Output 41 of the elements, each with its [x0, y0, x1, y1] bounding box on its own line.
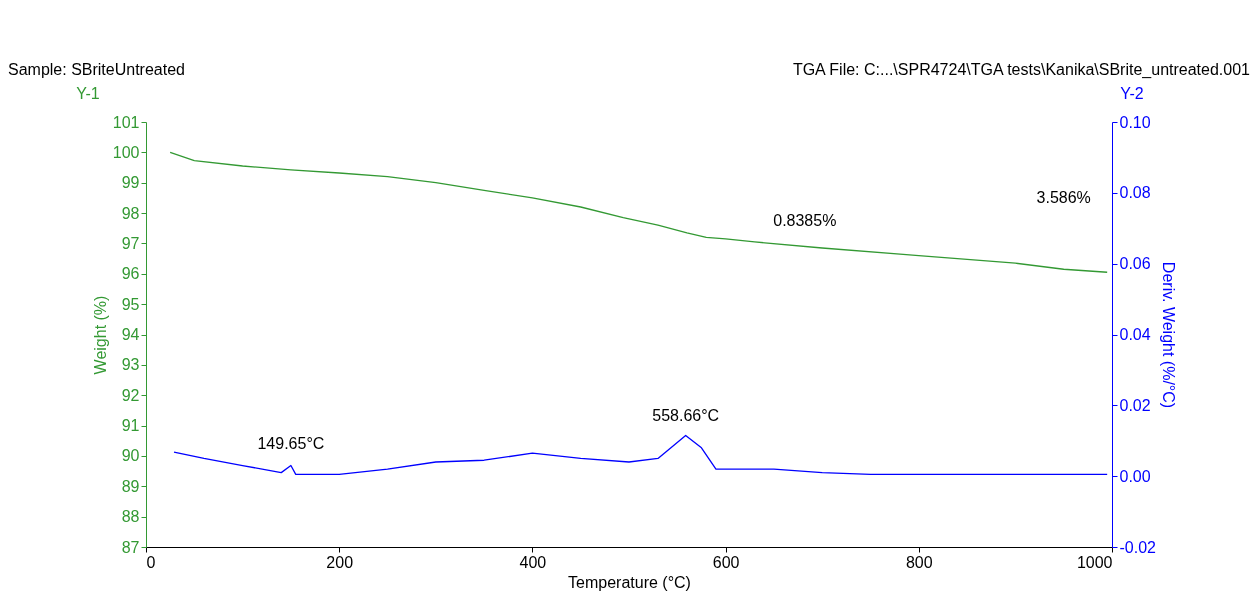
x-tick-label: 600: [712, 553, 740, 571]
y2-tick-label: 0.04: [1119, 326, 1151, 343]
x-tick-label: 800: [905, 553, 933, 571]
annotation: 558.66°C: [652, 406, 720, 424]
y-tick-label: 95: [121, 295, 140, 313]
y-tick-label: 98: [121, 204, 140, 222]
y-tick-label: 91: [121, 417, 140, 435]
x-tick-label: 200: [326, 553, 354, 571]
y2-tick-label: 0.02: [1119, 396, 1151, 414]
y-tick-label: 99: [121, 174, 140, 192]
x-tick-label: 0: [146, 553, 156, 571]
y2-tick-label: 0.00: [1119, 467, 1151, 485]
y-axis-title: Weight (%): [91, 295, 109, 375]
y-tick-label: 87: [121, 538, 140, 556]
text: TGA File: C:...\SPR4724\TGA tests\Kanika\SBrite_untreated.001: [792, 61, 1251, 79]
y2-tick-label: -0.02: [1119, 538, 1157, 556]
annotation: 3.586%: [1036, 189, 1091, 207]
annotation: 0.8385%: [773, 212, 837, 230]
y2-tick-label: 0.10: [1119, 113, 1151, 131]
y-tick-label: 88: [121, 508, 140, 526]
y-tick-label: 93: [121, 356, 140, 374]
line-series: [173, 434, 1108, 476]
y-tick-label: 97: [121, 234, 140, 252]
x-tick-label: 1000: [1076, 553, 1113, 571]
text: Y-1: [76, 85, 100, 102]
y2-axis-title: Deriv. Weight (%/°C): [1159, 261, 1177, 409]
y-tick-label: 94: [121, 326, 140, 343]
x-tick-label: 400: [519, 553, 547, 571]
y-tick-label: 92: [121, 386, 140, 404]
y2-tick-label: 0.08: [1119, 184, 1151, 202]
line-series: [169, 151, 1108, 273]
x-axis-title: Temperature (°C): [568, 573, 691, 591]
y-tick-label: 101: [112, 113, 140, 131]
annotation: 149.65°C: [257, 434, 325, 452]
y2-tick-label: 0.06: [1119, 255, 1151, 273]
y-tick-label: 96: [121, 265, 140, 283]
y-tick-label: 89: [121, 477, 140, 495]
text: Y-2: [1120, 85, 1144, 102]
y-tick-label: 100: [112, 143, 140, 161]
text: Sample: SBriteUntreated: [8, 61, 185, 78]
y-tick-label: 90: [121, 447, 140, 465]
